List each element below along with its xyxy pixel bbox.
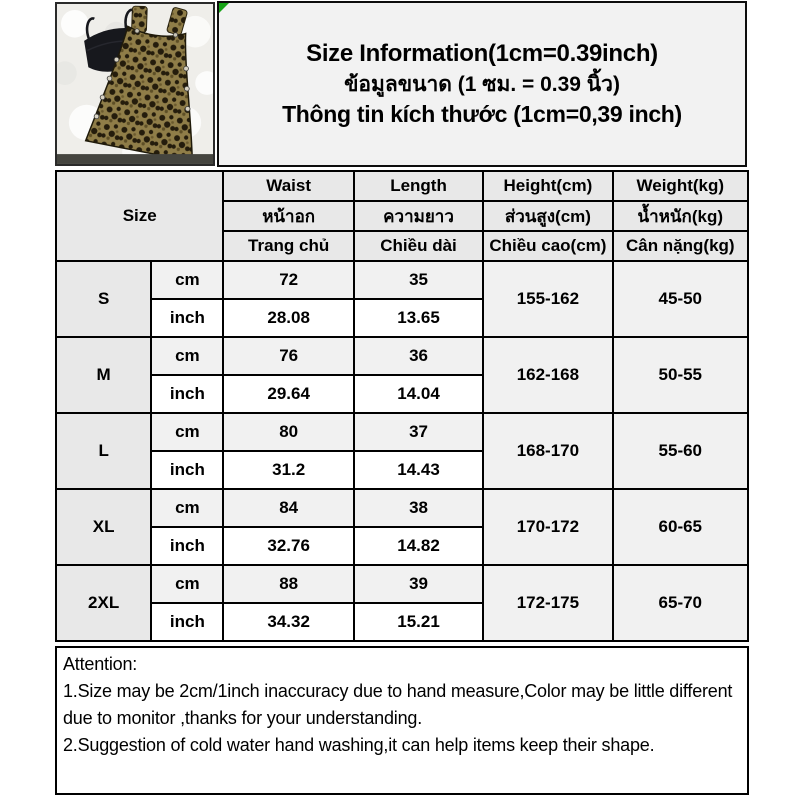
length-inch-xl: 14.82 <box>352 526 485 566</box>
attention-line-2: 2.Suggestion of cold water hand washing,… <box>63 735 655 755</box>
col-header-waist-vi: Trang chủ <box>222 230 355 262</box>
size-header-cell: Size <box>54 170 225 262</box>
waist-cm-xl: 84 <box>222 488 355 528</box>
waist-inch-s: 28.08 <box>222 298 355 338</box>
waist-cm-m: 76 <box>222 336 355 376</box>
table-row-s-inch: inch 28.08 13.65 <box>56 298 748 338</box>
title-english: Size Information(1cm=0.39inch) <box>306 40 658 68</box>
header-row-thai: หน้าอก ความยาว ส่วนสูง(cm) น้ำหนัก(kg) <box>56 200 750 232</box>
header-row-vietnamese: Trang chủ Chiều dài Chiều cao(cm) Cân nặ… <box>56 230 750 262</box>
table-row-s-cm: S cm 72 35 155-162 45-50 <box>54 260 750 338</box>
waist-inch-m: 29.64 <box>222 374 355 414</box>
weight-range-s: 45-50 <box>611 260 750 338</box>
unit-cm: cm <box>150 488 225 528</box>
weight-range-m: 50-55 <box>611 336 750 414</box>
unit-cm: cm <box>150 260 225 300</box>
length-cm-xl: 38 <box>352 488 485 528</box>
title-vietnamese: Thông tin kích thước (1cm=0,39 inch) <box>282 100 682 127</box>
weight-range-2xl: 65-70 <box>611 564 750 642</box>
size-label-s: S <box>54 260 153 338</box>
length-inch-l: 14.43 <box>352 450 485 490</box>
attention-line-1: 1.Size may be 2cm/1inch inaccuracy due t… <box>63 681 733 728</box>
unit-inch: inch <box>150 298 225 338</box>
col-header-weight-vi: Cân nặng(kg) <box>611 230 750 262</box>
table-row-l-cm: L cm 80 37 168-170 55-60 <box>54 412 750 490</box>
unit-inch: inch <box>150 374 225 414</box>
col-header-weight-th: น้ำหนัก(kg) <box>611 200 750 232</box>
attention-box: Attention: 1.Size may be 2cm/1inch inacc… <box>55 646 749 795</box>
waist-inch-l: 31.2 <box>222 450 355 490</box>
height-range-s: 155-162 <box>482 260 614 338</box>
height-range-2xl: 172-175 <box>482 564 614 642</box>
col-header-waist-th: หน้าอก <box>222 200 355 232</box>
length-inch-m: 14.04 <box>352 374 485 414</box>
table-row-l-inch: inch 31.2 14.43 <box>56 450 748 490</box>
unit-inch: inch <box>150 450 225 490</box>
attention-heading: Attention: <box>63 654 138 674</box>
waist-inch-2xl: 34.32 <box>222 602 355 642</box>
waist-cm-l: 80 <box>222 412 355 452</box>
table-row-xl-inch: inch 32.76 14.82 <box>56 526 748 566</box>
col-header-height-th: ส่วนสูง(cm) <box>482 200 614 232</box>
height-range-l: 168-170 <box>482 412 614 490</box>
product-photo-illustration <box>57 4 213 164</box>
col-header-height-en: Height(cm) <box>482 170 614 202</box>
title-thai: ข้อมูลขนาด (1 ซม. = 0.39 นิ้ว) <box>344 72 620 96</box>
length-cm-m: 36 <box>352 336 485 376</box>
length-cm-s: 35 <box>352 260 485 300</box>
waist-cm-2xl: 88 <box>222 564 355 604</box>
col-header-waist-en: Waist <box>222 170 355 202</box>
size-label-m: M <box>54 336 153 414</box>
waist-inch-xl: 32.76 <box>222 526 355 566</box>
waist-cm-s: 72 <box>222 260 355 300</box>
table-row-m-inch: inch 29.64 14.04 <box>56 374 748 414</box>
height-range-xl: 170-172 <box>482 488 614 566</box>
col-header-length-vi: Chiều dài <box>352 230 485 262</box>
size-label-2xl: 2XL <box>54 564 153 642</box>
table-row-2xl-cm: 2XL cm 88 39 172-175 65-70 <box>54 564 750 642</box>
unit-inch: inch <box>150 602 225 642</box>
header-row-english: Size Waist Length Height(cm) Weight(kg) <box>54 170 750 262</box>
table-row-xl-cm: XL cm 84 38 170-172 60-65 <box>54 488 750 566</box>
photo-bottom-shadow <box>57 154 213 164</box>
unit-cm: cm <box>150 412 225 452</box>
col-header-length-en: Length <box>352 170 485 202</box>
green-corner-marker-icon <box>219 3 229 13</box>
unit-inch: inch <box>150 526 225 566</box>
table-row-m-cm: M cm 76 36 162-168 50-55 <box>54 336 750 414</box>
size-info-title-box: Size Information(1cm=0.39inch) ข้อมูลขนา… <box>217 1 747 167</box>
col-header-height-vi: Chiều cao(cm) <box>482 230 614 262</box>
length-cm-l: 37 <box>352 412 485 452</box>
unit-cm: cm <box>150 336 225 376</box>
length-inch-2xl: 15.21 <box>352 602 485 642</box>
size-label-l: L <box>54 412 153 490</box>
product-photo <box>55 2 215 166</box>
length-inch-s: 13.65 <box>352 298 485 338</box>
length-cm-2xl: 39 <box>352 564 485 604</box>
weight-range-l: 55-60 <box>611 412 750 490</box>
table-row-2xl-inch: inch 34.32 15.21 <box>56 602 748 642</box>
weight-range-xl: 60-65 <box>611 488 750 566</box>
unit-cm: cm <box>150 564 225 604</box>
col-header-weight-en: Weight(kg) <box>611 170 750 202</box>
size-table: Size Waist Length Height(cm) Weight(kg) … <box>54 170 750 642</box>
height-range-m: 162-168 <box>482 336 614 414</box>
size-label-xl: XL <box>54 488 153 566</box>
leopard-dress-illustration <box>84 5 194 163</box>
col-header-length-th: ความยาว <box>352 200 485 232</box>
